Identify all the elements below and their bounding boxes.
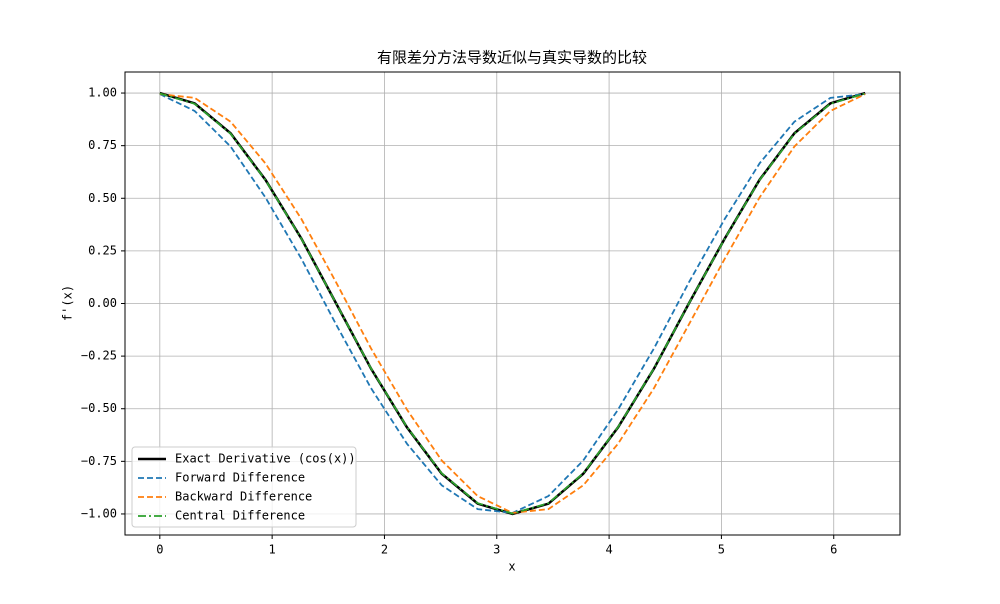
y-axis-label: f'(x) <box>61 285 75 321</box>
y-tick-label: 0.50 <box>88 191 117 205</box>
legend-label: Forward Difference <box>175 471 305 485</box>
legend-box <box>131 446 357 528</box>
y-tick-label: −1.00 <box>81 506 117 520</box>
y-tick-label: 1.00 <box>88 86 117 100</box>
x-axis-label: x <box>508 560 515 574</box>
y-tick-label: 0.00 <box>88 296 117 310</box>
x-tick-label: 6 <box>830 543 837 557</box>
legend-label: Backward Difference <box>175 490 312 504</box>
plot-frame <box>124 71 901 536</box>
x-tick-label: 1 <box>269 543 276 557</box>
y-tick-label: 0.25 <box>88 243 117 257</box>
chart-title: 有限差分方法导数近似与真实导数的比较 <box>377 49 647 67</box>
x-tick-label: 4 <box>605 543 612 557</box>
legend-label: Central Difference <box>175 509 305 523</box>
y-tick-label: 0.75 <box>88 138 117 152</box>
x-tick-label: 2 <box>381 543 388 557</box>
x-tick-label: 5 <box>718 543 725 557</box>
y-tick-label: −0.50 <box>81 401 117 415</box>
y-tick-label: −0.25 <box>81 349 117 363</box>
legend-label: Exact Derivative (cos(x)) <box>175 452 356 466</box>
y-tick-label: −0.75 <box>81 454 117 468</box>
x-tick-label: 0 <box>156 543 163 557</box>
x-tick-label: 3 <box>493 543 500 557</box>
legend: Exact Derivative (cos(x)) Forward Differe… <box>131 446 357 528</box>
data-line <box>159 92 866 515</box>
